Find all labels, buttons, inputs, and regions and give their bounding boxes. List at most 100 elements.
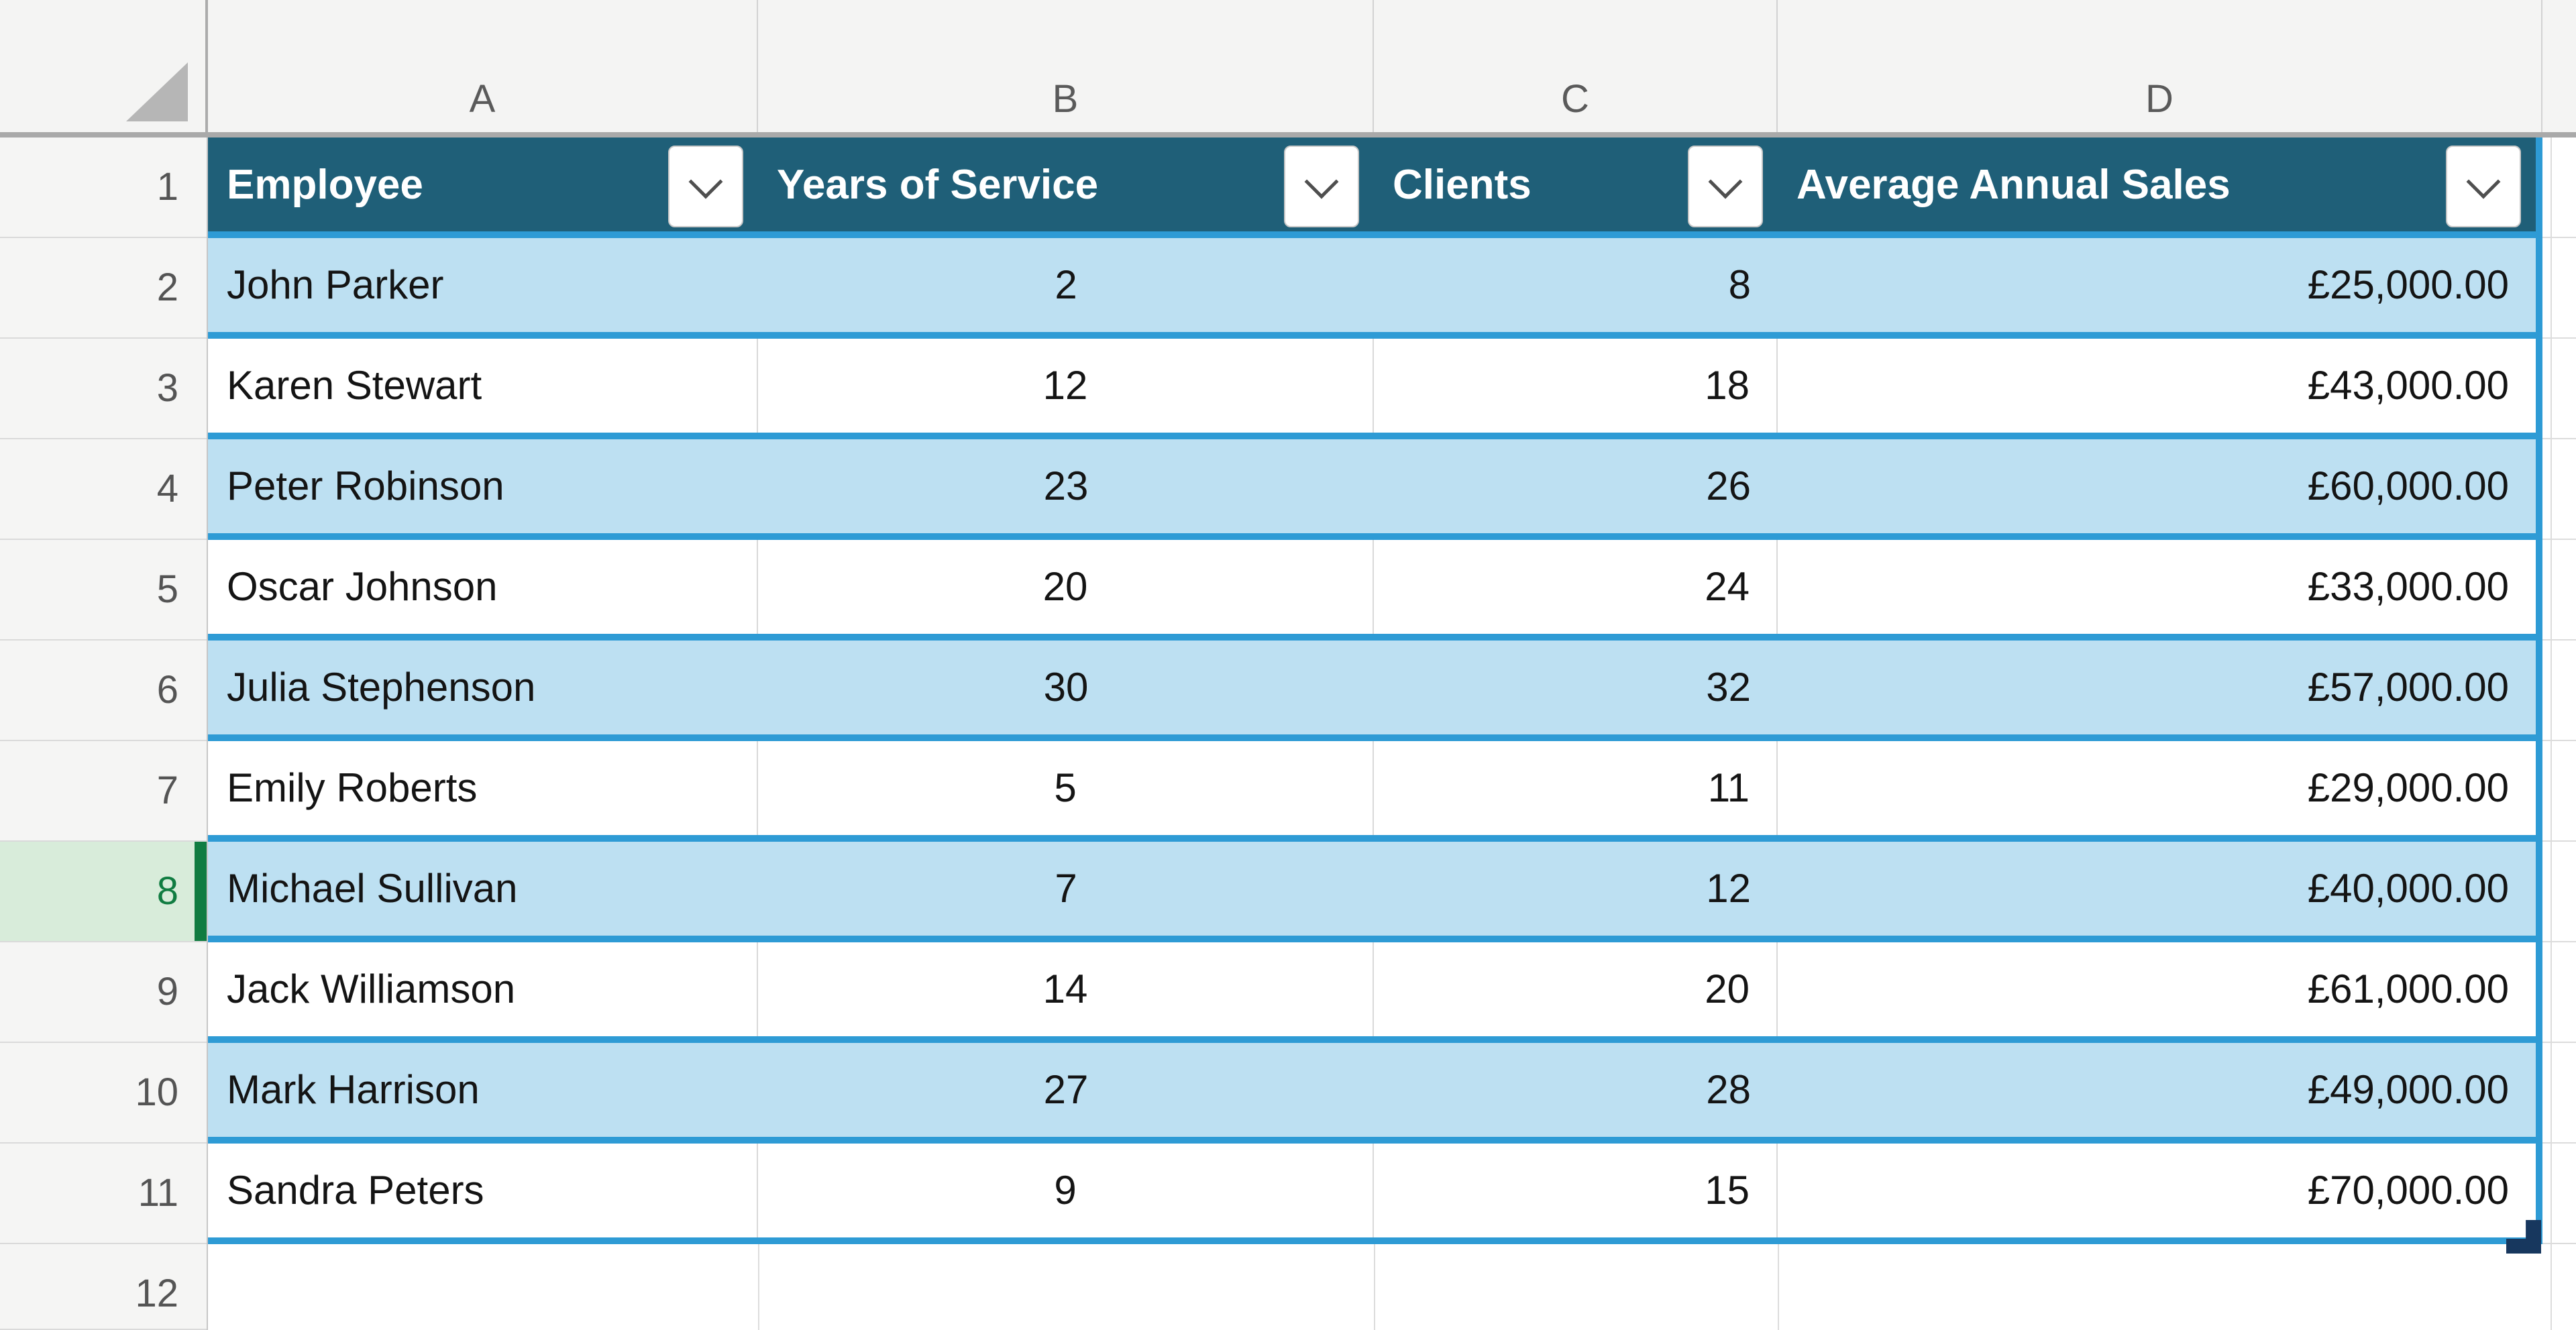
row-header[interactable]: 5 bbox=[0, 540, 207, 641]
row-header[interactable]: 1 bbox=[0, 137, 207, 238]
cell-employee[interactable]: Emily Roberts bbox=[208, 741, 758, 835]
cell-clients[interactable]: 20 bbox=[1374, 942, 1778, 1036]
table-row: John Parker 2 8 £25,000.00 bbox=[208, 238, 2536, 339]
header-label: Years of Service bbox=[777, 161, 1099, 208]
cell-employee[interactable]: Sandra Peters bbox=[208, 1144, 758, 1237]
row-number-label: 9 bbox=[156, 970, 178, 1013]
active-row-indicator bbox=[195, 842, 207, 941]
cell-employee[interactable]: Oscar Johnson bbox=[208, 540, 758, 634]
header-cell-average-annual-sales[interactable]: Average Annual Sales bbox=[1778, 137, 2536, 231]
cell-clients[interactable]: 12 bbox=[1706, 866, 1751, 911]
row-number-label: 7 bbox=[156, 769, 178, 812]
row-number-label: 5 bbox=[156, 567, 178, 611]
row-header[interactable]: 12 bbox=[0, 1244, 207, 1330]
row-header[interactable]: 11 bbox=[0, 1144, 207, 1244]
cell-average-annual-sales[interactable]: £70,000.00 bbox=[2307, 1168, 2509, 1213]
header-label: Clients bbox=[1393, 161, 1532, 208]
cell-years-of-service[interactable]: 9 bbox=[758, 1144, 1374, 1237]
cell-clients[interactable]: 8 bbox=[1728, 262, 1751, 307]
cell-years-of-service[interactable]: 20 bbox=[758, 540, 1374, 634]
cell-employee[interactable]: Mark Harrison bbox=[227, 1067, 480, 1112]
row-number-label: 11 bbox=[138, 1171, 178, 1215]
filter-button-clients[interactable] bbox=[1688, 146, 1763, 227]
row-header[interactable]: 2 bbox=[0, 238, 207, 339]
table-row: Peter Robinson 23 26 £60,000.00 bbox=[208, 439, 2536, 540]
cell-years-of-service[interactable]: 23 bbox=[1043, 463, 1089, 508]
cell-employee[interactable]: Peter Robinson bbox=[227, 463, 504, 508]
table-row: Julia Stephenson 30 32 £57,000.00 bbox=[208, 641, 2536, 741]
header-cell-years-of-service[interactable]: Years of Service bbox=[758, 137, 1374, 231]
chevron-down-icon bbox=[1304, 164, 1339, 199]
cell-average-annual-sales[interactable]: £40,000.00 bbox=[2307, 866, 2509, 911]
cell-average-annual-sales[interactable]: £49,000.00 bbox=[2307, 1067, 2509, 1112]
cell-clients[interactable]: 32 bbox=[1706, 665, 1751, 710]
chevron-down-icon bbox=[1708, 164, 1743, 199]
row-number-label: 1 bbox=[156, 165, 178, 209]
cell-average-annual-sales[interactable]: £43,000.00 bbox=[2307, 363, 2509, 408]
employee-table: Employee Years of Service Clients Averag… bbox=[208, 137, 2542, 1254]
row-number-label: 12 bbox=[135, 1272, 178, 1315]
row-header[interactable]: 8 bbox=[0, 842, 207, 942]
table-body: John Parker 2 8 £25,000.00 Karen Stewart… bbox=[208, 238, 2536, 1244]
cell-clients[interactable]: 28 bbox=[1706, 1067, 1751, 1112]
cell-years-of-service[interactable]: 30 bbox=[1043, 665, 1089, 710]
cell-average-annual-sales[interactable]: £57,000.00 bbox=[2307, 665, 2509, 710]
header-cell-clients[interactable]: Clients bbox=[1374, 137, 1778, 231]
row-number-label: 2 bbox=[156, 266, 178, 309]
cell-years-of-service[interactable]: 12 bbox=[758, 339, 1374, 433]
cell-average-annual-sales[interactable]: £61,000.00 bbox=[2307, 966, 2509, 1011]
select-all-button[interactable] bbox=[0, 0, 208, 132]
cell-years-of-service[interactable]: 5 bbox=[758, 741, 1374, 835]
cell-years-of-service[interactable]: 27 bbox=[1043, 1067, 1089, 1112]
column-header-strip: A B C D bbox=[0, 0, 2576, 137]
filter-button-years-of-service[interactable] bbox=[1284, 146, 1359, 227]
column-header-d[interactable]: D bbox=[1778, 0, 2542, 132]
row-number-label: 4 bbox=[156, 467, 178, 510]
cell-clients[interactable]: 18 bbox=[1374, 339, 1778, 433]
filter-button-average-annual-sales[interactable] bbox=[2446, 146, 2521, 227]
row-number-label: 10 bbox=[135, 1070, 178, 1114]
row-header[interactable]: 10 bbox=[0, 1043, 207, 1144]
header-cell-employee[interactable]: Employee bbox=[208, 137, 758, 231]
table-row: Karen Stewart 12 18 £43,000.00 bbox=[208, 339, 2536, 439]
row-header[interactable]: 9 bbox=[0, 942, 207, 1043]
column-header-b[interactable]: B bbox=[758, 0, 1374, 132]
sheet-grid[interactable]: Employee Years of Service Clients Averag… bbox=[208, 137, 2576, 1330]
header-label: Average Annual Sales bbox=[1796, 161, 2231, 208]
cell-employee[interactable]: John Parker bbox=[227, 262, 444, 307]
chevron-down-icon bbox=[2466, 164, 2501, 199]
cell-average-annual-sales[interactable]: £60,000.00 bbox=[2307, 463, 2509, 508]
row-header[interactable]: 3 bbox=[0, 339, 207, 439]
cell-employee[interactable]: Julia Stephenson bbox=[227, 665, 536, 710]
cell-clients[interactable]: 26 bbox=[1706, 463, 1751, 508]
table-row: Mark Harrison 27 28 £49,000.00 bbox=[208, 1043, 2536, 1144]
table-row: Emily Roberts 5 11 £29,000.00 bbox=[208, 741, 2536, 842]
column-header-c[interactable]: C bbox=[1374, 0, 1778, 132]
table-row: Jack Williamson 14 20 £61,000.00 bbox=[208, 942, 2536, 1043]
cell-years-of-service[interactable]: 14 bbox=[758, 942, 1374, 1036]
table-row: Sandra Peters 9 15 £70,000.00 bbox=[208, 1144, 2536, 1244]
cell-years-of-service[interactable]: 2 bbox=[1055, 262, 1077, 307]
cell-employee[interactable]: Michael Sullivan bbox=[227, 866, 518, 911]
cell-clients[interactable]: 24 bbox=[1374, 540, 1778, 634]
cell-average-annual-sales[interactable]: £25,000.00 bbox=[2307, 262, 2509, 307]
cell-employee[interactable]: Karen Stewart bbox=[208, 339, 758, 433]
column-header-e-partial[interactable] bbox=[2542, 0, 2576, 132]
cell-employee[interactable]: Jack Williamson bbox=[208, 942, 758, 1036]
cell-years-of-service[interactable]: 7 bbox=[1055, 866, 1077, 911]
row-number-label: 3 bbox=[156, 366, 178, 410]
row-header[interactable]: 7 bbox=[0, 741, 207, 842]
filter-button-employee[interactable] bbox=[668, 146, 743, 227]
cell-average-annual-sales[interactable]: £29,000.00 bbox=[2307, 765, 2509, 810]
header-label: Employee bbox=[227, 161, 423, 208]
column-header-a[interactable]: A bbox=[208, 0, 758, 132]
row-header[interactable]: 6 bbox=[0, 641, 207, 741]
cell-clients[interactable]: 15 bbox=[1374, 1144, 1778, 1237]
row-header[interactable]: 4 bbox=[0, 439, 207, 540]
cell-average-annual-sales[interactable]: £33,000.00 bbox=[2307, 564, 2509, 609]
row-header-strip: 1 2 3 4 5 6 7 8 bbox=[0, 137, 208, 1330]
row-number-label: 6 bbox=[156, 668, 178, 712]
cell-clients[interactable]: 11 bbox=[1374, 741, 1778, 835]
row-number-label: 8 bbox=[156, 869, 178, 913]
table-row: Oscar Johnson 20 24 £33,000.00 bbox=[208, 540, 2536, 641]
